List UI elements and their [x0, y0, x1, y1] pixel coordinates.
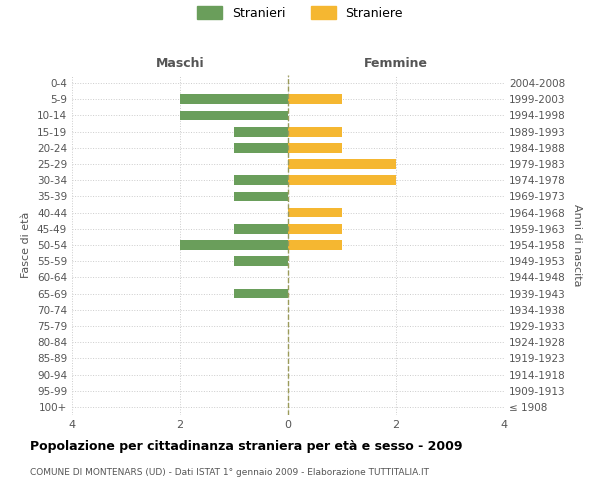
Text: Maschi: Maschi: [155, 57, 205, 70]
Bar: [288, 94, 342, 104]
Text: COMUNE DI MONTENARS (UD) - Dati ISTAT 1° gennaio 2009 - Elaborazione TUTTITALIA.: COMUNE DI MONTENARS (UD) - Dati ISTAT 1°…: [30, 468, 429, 477]
Y-axis label: Fasce di età: Fasce di età: [22, 212, 31, 278]
Bar: [234, 192, 288, 202]
Bar: [180, 110, 288, 120]
Bar: [234, 143, 288, 152]
Bar: [288, 159, 396, 169]
Legend: Stranieri, Straniere: Stranieri, Straniere: [197, 6, 403, 20]
Bar: [288, 143, 342, 152]
Bar: [288, 176, 396, 185]
Bar: [288, 240, 342, 250]
Text: Femmine: Femmine: [364, 57, 428, 70]
Bar: [180, 240, 288, 250]
Bar: [234, 288, 288, 298]
Bar: [234, 256, 288, 266]
Bar: [234, 224, 288, 234]
Y-axis label: Anni di nascita: Anni di nascita: [572, 204, 582, 286]
Text: Popolazione per cittadinanza straniera per età e sesso - 2009: Popolazione per cittadinanza straniera p…: [30, 440, 463, 453]
Bar: [288, 208, 342, 218]
Bar: [180, 94, 288, 104]
Bar: [288, 224, 342, 234]
Bar: [288, 127, 342, 136]
Bar: [234, 176, 288, 185]
Bar: [234, 127, 288, 136]
